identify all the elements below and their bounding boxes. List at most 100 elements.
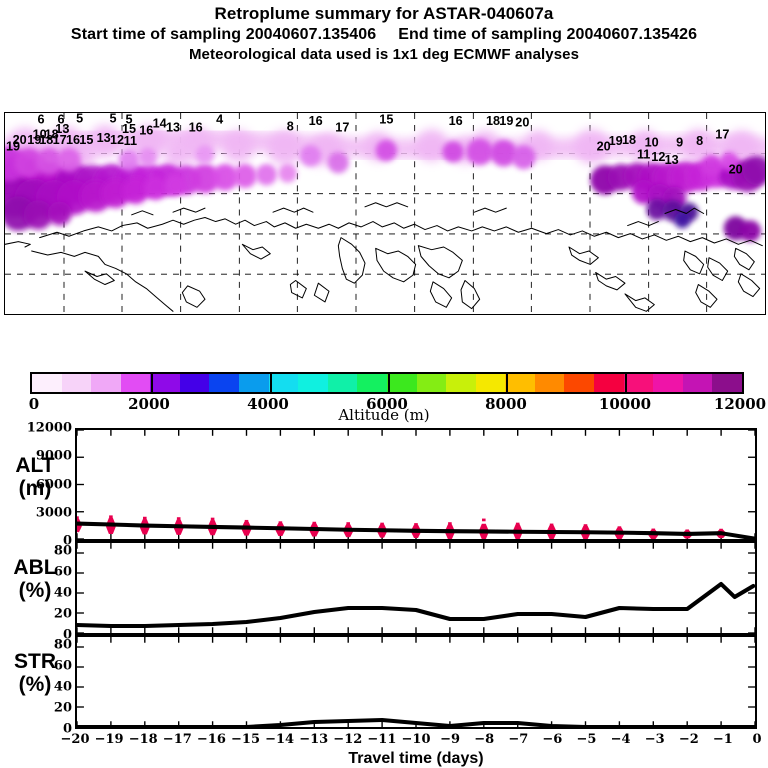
ytick-80: 80 [53,637,72,653]
colorbar-band-0 [32,374,62,392]
colorbar-tick-12000: 12000 [713,395,767,413]
xtick--11: −11 [367,732,397,747]
xtick--10: −10 [401,732,431,747]
timeseries-area: ALT (m) ABL (%) STR (%) 0 3000 6000 9000 120… [0,420,768,768]
xtick--3: −3 [644,732,665,747]
figure-title-block: Retroplume summary for ASTAR-040607a Sta… [0,0,768,65]
plume-day-label: 6 [57,113,64,127]
colorbar-band-16 [505,374,535,392]
colorbar-band-19 [593,374,624,392]
colorbar-band-3 [120,374,151,392]
plume-day-label: 8 [287,119,294,133]
colorbar-separator [506,374,509,392]
plume-day-label: 17 [715,127,729,141]
colorbar-band-17 [534,374,565,392]
plume-day-label: 18 [622,133,636,147]
alt-plot [77,430,755,539]
colorbar-band-11 [357,374,387,392]
plume-day-label: 6 [37,113,44,127]
colorbar-band-1 [61,374,92,392]
plume-day-label: 16 [139,123,153,137]
plume-day-label: 17 [335,121,349,135]
colorbar-band-7 [239,374,269,392]
ytick-0: 0 [62,721,72,737]
plume-day-label: 15 [379,113,393,127]
abl-axis-label: ABL (%) [4,556,66,602]
plume-day-label: 19 [27,133,41,147]
sampling-time-line: Start time of sampling 20040607.135406 En… [0,24,768,45]
ytick-60: 60 [53,564,72,580]
colorbar-tick-6000: 6000 [366,395,408,413]
str-axis-label-line1: STR [14,650,56,673]
colorbar-separator [388,374,390,392]
xtick--9: −9 [440,732,461,747]
ytick-0: 0 [62,533,72,549]
xaxis-title: Travel time (days) [348,750,484,767]
colorbar-band-18 [564,374,594,392]
xtick--13: −13 [299,732,329,747]
ytick-9000: 9000 [35,448,72,464]
ytick-0: 0 [62,627,72,643]
abl-axis-label-line2: (%) [18,579,52,602]
plume-day-label: 5 [125,113,132,127]
xtick--12: −12 [333,732,363,747]
plume-day-label: 20 [597,139,611,153]
colorbar-band-23 [712,374,742,392]
xtick--15: −15 [231,732,260,747]
colorbar-separator [624,374,627,392]
plume-day-label: 10 [645,135,659,149]
xtick--16: −16 [196,732,226,747]
plume-day-label: 18 [45,127,59,141]
colorbar-tick-10000: 10000 [598,395,652,413]
colorbar-band-8 [268,374,299,392]
abl-axis-label-line1: ABL [13,556,57,579]
plume-day-label: 13 [665,153,679,167]
figure-title: Retroplume summary for ASTAR-040607a [214,4,554,23]
xtick-0: 0 [752,732,762,747]
plume-day-label: 14 [153,117,167,131]
colorbar-tick-8000: 8000 [485,395,527,413]
ytick-80: 80 [53,543,72,559]
colorbar-tick-2000: 2000 [128,395,170,413]
colorbar-band-10 [327,374,358,392]
altitude-colorbar [30,372,744,394]
plume-day-label: 16 [309,114,323,128]
plume-day-label: 12 [110,133,124,147]
alt-axis-label: ALT (m) [4,454,66,500]
xtick--2: −2 [678,732,699,747]
ytick-60: 60 [53,658,72,674]
coastlines [5,202,763,312]
colorbar-band-14 [446,374,476,392]
xtick--4: −4 [610,732,631,747]
plume-day-label: 9 [676,135,683,149]
ytick-3000: 3000 [35,505,72,521]
colorbar-separator [269,374,272,392]
colorbar-band-6 [209,374,240,392]
xtick--6: −6 [542,732,563,747]
xtick--14: −14 [265,732,295,747]
plume-day-label: 18 [486,114,500,128]
colorbar-band-2 [91,374,121,392]
plume-day-label: 16 [449,114,463,128]
colorbar-band-12 [386,374,417,392]
plume-day-label: 13 [97,131,111,145]
xtick--5: −5 [576,732,597,747]
str-axis-label: STR (%) [4,650,66,696]
xtick--19: −19 [94,732,124,747]
world-map-panel: 20 19 18 17 16 15 13 12 11 19 10 18 13 15 16 14 13 16 6 6 5 5… [4,112,766,315]
xtick--1: −1 [712,732,733,747]
str-plot [77,637,755,727]
plume-layer [5,125,765,242]
str-axis-label-line2: (%) [18,673,52,696]
colorbar-tick-labels: 0 2000 4000 6000 8000 10000 12000 [0,395,768,413]
xtick--8: −8 [474,732,495,747]
str-panel [75,635,757,729]
plume-day-label: 20 [515,115,529,129]
met-data-label: Meteorological data used is 1x1 deg ECMW… [188,46,580,63]
plume-day-label: 19 [499,114,513,128]
ytick-40: 40 [53,679,72,695]
plume-day-label: 5 [109,113,116,125]
colorbar-band-15 [475,374,506,392]
